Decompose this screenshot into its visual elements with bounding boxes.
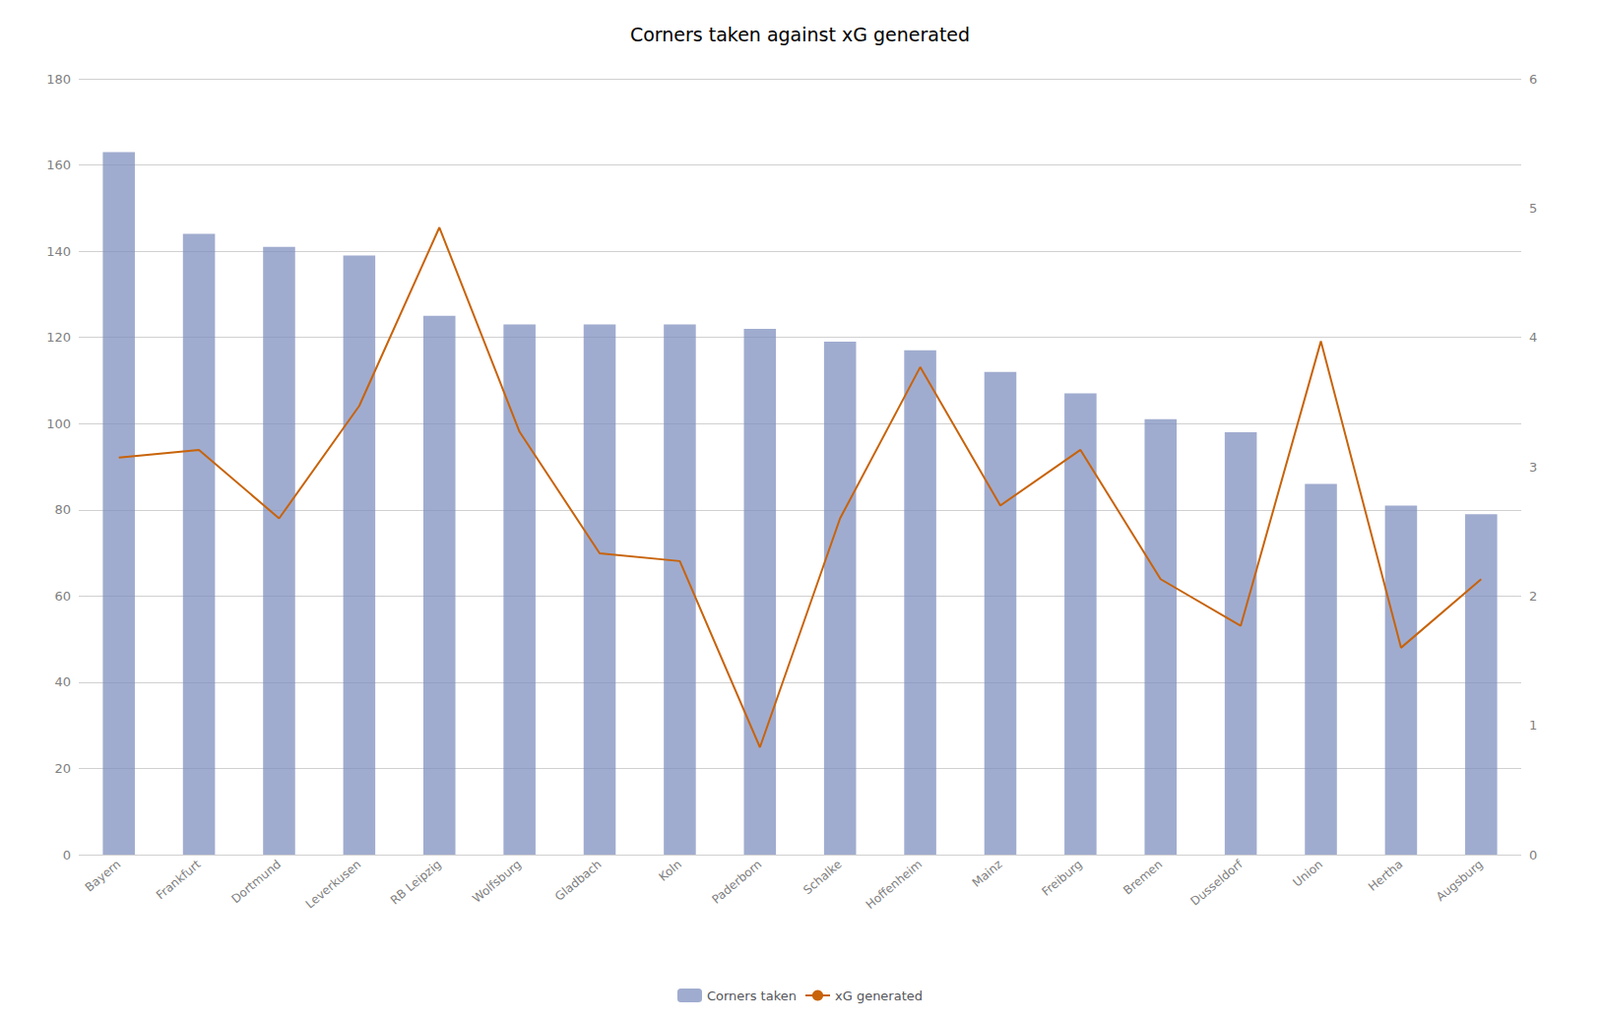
svg-text:Hertha: Hertha — [1365, 857, 1406, 895]
svg-text:Corners taken against xG gener: Corners taken against xG generated — [630, 23, 970, 46]
svg-text:4: 4 — [1529, 329, 1537, 345]
svg-text:Mainz: Mainz — [969, 857, 1006, 891]
svg-text:xG generated: xG generated — [834, 988, 923, 1004]
svg-text:120: 120 — [46, 329, 71, 345]
svg-text:20: 20 — [54, 761, 71, 776]
svg-text:60: 60 — [54, 588, 71, 604]
svg-text:160: 160 — [46, 157, 71, 173]
svg-text:Hoffenheim: Hoffenheim — [863, 857, 925, 912]
svg-text:80: 80 — [54, 502, 71, 517]
svg-text:Bremen: Bremen — [1120, 857, 1165, 898]
svg-text:Union: Union — [1289, 857, 1326, 891]
svg-text:5: 5 — [1529, 200, 1537, 216]
svg-text:Bayern: Bayern — [82, 857, 124, 896]
svg-text:RB Leipzig: RB Leipzig — [387, 857, 445, 908]
svg-text:Dusseldorf: Dusseldorf — [1187, 856, 1246, 908]
svg-text:Augsburg: Augsburg — [1433, 857, 1486, 905]
svg-text:0: 0 — [1529, 847, 1537, 863]
svg-text:2: 2 — [1529, 588, 1537, 604]
svg-text:40: 40 — [54, 674, 71, 690]
svg-text:0: 0 — [63, 847, 71, 863]
svg-text:3: 3 — [1529, 459, 1537, 475]
svg-text:Paderborn: Paderborn — [708, 857, 765, 907]
svg-text:Frankfurt: Frankfurt — [153, 856, 204, 902]
svg-text:100: 100 — [46, 416, 71, 432]
svg-text:Corners taken: Corners taken — [706, 988, 797, 1004]
svg-text:180: 180 — [46, 71, 71, 87]
svg-text:140: 140 — [46, 244, 71, 259]
svg-text:Schalke: Schalke — [800, 857, 845, 898]
svg-text:1: 1 — [1529, 717, 1537, 733]
svg-text:Wolfsburg: Wolfsburg — [469, 857, 524, 906]
svg-text:6: 6 — [1529, 71, 1537, 87]
svg-text:Koln: Koln — [655, 857, 685, 885]
svg-text:Dortmund: Dortmund — [228, 857, 284, 907]
svg-text:Leverkusen: Leverkusen — [303, 857, 365, 912]
svg-text:Gladbach: Gladbach — [552, 857, 604, 904]
svg-text:Freiburg: Freiburg — [1038, 857, 1086, 899]
